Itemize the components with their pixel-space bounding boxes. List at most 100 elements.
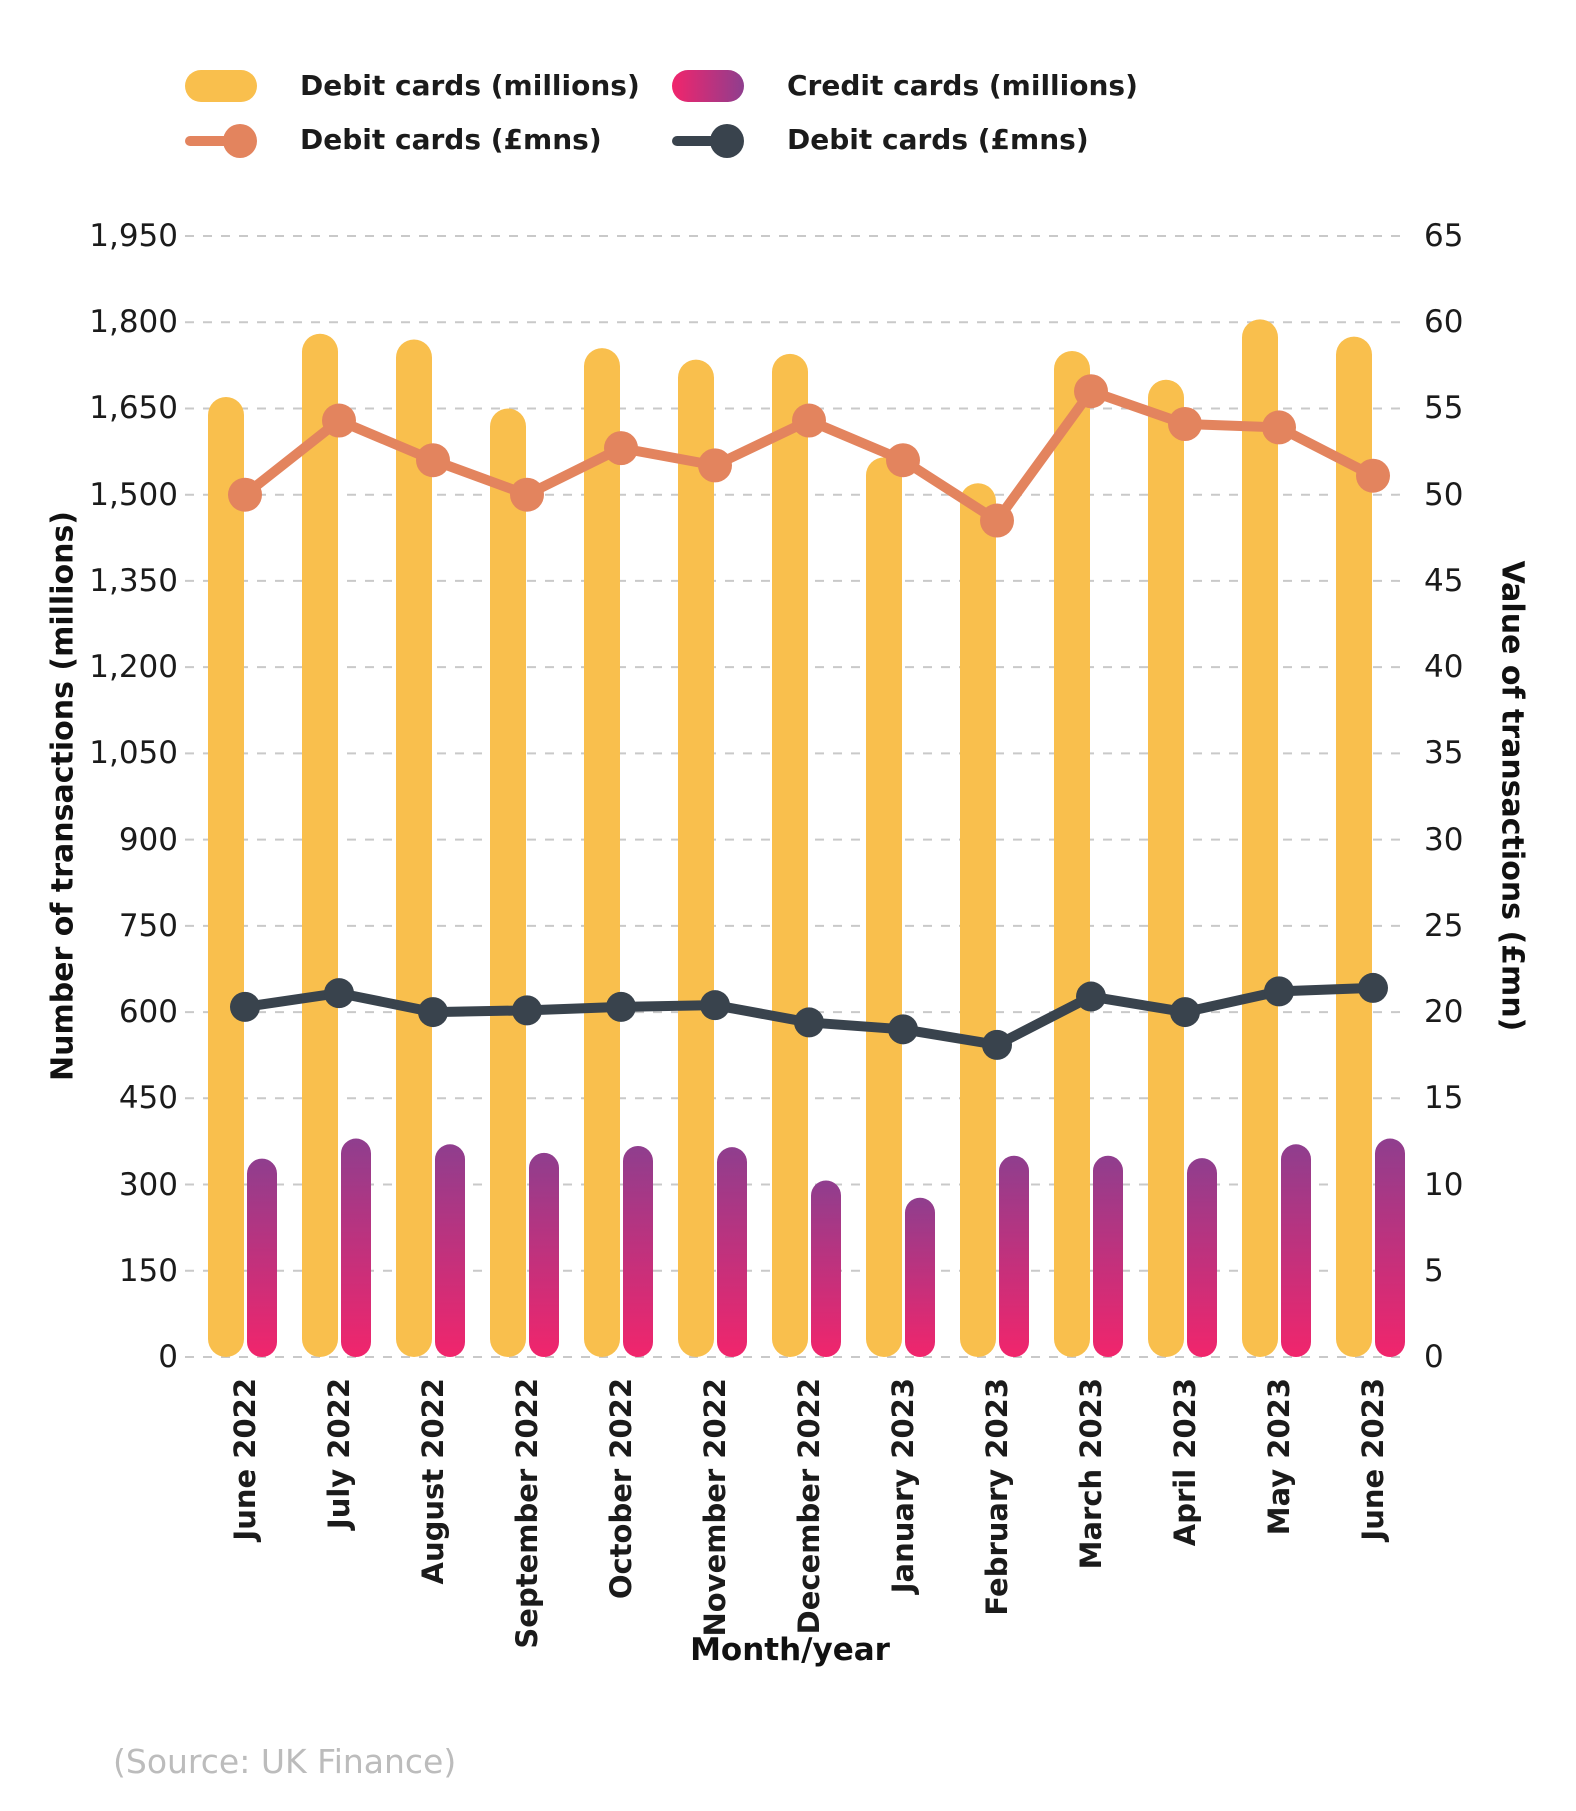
debit-value-point xyxy=(886,443,920,478)
credit-cards-bar xyxy=(1281,1144,1311,1357)
debit-cards-bar xyxy=(396,339,432,1357)
debit-bar-swatch xyxy=(185,70,257,102)
right-tick-label: 65 xyxy=(1424,218,1464,254)
debit-cards-bar xyxy=(772,353,808,1357)
debit-line-dot xyxy=(223,124,257,158)
x-category-label: June 2022 xyxy=(228,1378,262,1541)
debit-line-swatch xyxy=(185,136,235,146)
debit-value-point xyxy=(1356,458,1390,493)
credit-value-point xyxy=(606,991,636,1022)
x-category-label: August 2022 xyxy=(416,1378,450,1585)
credit-cards-bar xyxy=(435,1144,465,1357)
debit-value-point xyxy=(792,403,826,438)
right-axis-title: Value of transactions (£mn) xyxy=(1494,560,1530,1032)
credit-value-point xyxy=(982,1029,1012,1060)
debit-value-point xyxy=(1262,410,1296,445)
credit-value-point xyxy=(888,1014,918,1045)
right-tick-label: 20 xyxy=(1424,994,1464,1031)
credit-cards-bar xyxy=(999,1155,1029,1357)
credit-value-point xyxy=(1264,976,1294,1007)
credit-cards-bar xyxy=(623,1146,653,1357)
right-tick-label: 30 xyxy=(1424,821,1464,858)
right-tick-label: 60 xyxy=(1424,304,1464,341)
left-tick-label: 150 xyxy=(118,1252,178,1289)
debit-value-point xyxy=(1074,374,1108,409)
left-tick-label: 1,800 xyxy=(89,304,178,341)
right-tick-label: 0 xyxy=(1424,1339,1444,1375)
left-tick-label: 900 xyxy=(118,821,178,858)
right-tick-label: 35 xyxy=(1424,735,1464,772)
right-tick-label: 55 xyxy=(1424,390,1464,427)
x-category-label: December 2022 xyxy=(792,1378,826,1635)
x-category-label: September 2022 xyxy=(510,1378,544,1649)
credit-value-point xyxy=(1076,981,1106,1012)
debit-value-point xyxy=(228,477,262,512)
credit-cards-bar xyxy=(247,1158,277,1357)
credit-cards-bar xyxy=(1375,1138,1405,1357)
credit-cards-bar xyxy=(341,1138,371,1357)
left-tick-label: 750 xyxy=(118,907,178,944)
debit-value-point xyxy=(698,448,732,483)
debit-cards-bar xyxy=(208,396,244,1357)
credit-line-dot xyxy=(710,124,744,158)
right-tick-label: 40 xyxy=(1424,649,1464,686)
debit-cards-bar xyxy=(678,359,714,1358)
source-note: (Source: UK Finance) xyxy=(113,1742,457,1781)
credit-value-point xyxy=(1358,972,1388,1003)
left-tick-label: 1,500 xyxy=(89,476,178,513)
legend-label-credit-millions: Credit cards (millions) xyxy=(787,69,1138,102)
legend-label-credit-value: Debit cards (£mns) xyxy=(787,123,1089,156)
x-category-label: March 2023 xyxy=(1074,1378,1108,1570)
left-tick-label: 600 xyxy=(118,994,178,1031)
credit-cards-bar xyxy=(905,1197,935,1357)
credit-cards-bar xyxy=(717,1147,747,1357)
x-axis-title: Month/year xyxy=(690,1632,890,1668)
credit-value-point xyxy=(794,1007,824,1038)
left-tick-label: 1,650 xyxy=(89,390,178,427)
debit-cards-bar xyxy=(302,333,338,1357)
debit-cards-bar xyxy=(1148,379,1184,1357)
x-category-label: February 2023 xyxy=(980,1378,1014,1616)
x-category-label: July 2022 xyxy=(322,1378,356,1530)
credit-value-point xyxy=(700,990,730,1021)
credit-value-point xyxy=(230,991,260,1022)
right-tick-label: 5 xyxy=(1424,1252,1444,1289)
x-category-label: April 2023 xyxy=(1168,1378,1202,1547)
credit-value-point xyxy=(324,978,354,1009)
debit-cards-bar xyxy=(866,457,902,1357)
legend-label-debit-value: Debit cards (£mns) xyxy=(300,123,602,156)
debit-value-point xyxy=(1168,406,1202,441)
right-tick-label: 10 xyxy=(1424,1166,1464,1203)
x-category-label: November 2022 xyxy=(698,1378,732,1637)
left-tick-label: 450 xyxy=(118,1080,178,1117)
debit-cards-bar xyxy=(1242,319,1278,1357)
credit-value-point xyxy=(512,995,542,1026)
credit-cards-bar xyxy=(1093,1155,1123,1357)
right-tick-label: 15 xyxy=(1424,1080,1464,1117)
right-tick-label: 25 xyxy=(1424,907,1464,944)
left-axis-title: Number of transactions (millions) xyxy=(45,510,81,1082)
debit-value-point xyxy=(510,477,544,512)
left-tick-label: 1,950 xyxy=(89,218,178,254)
credit-value-point xyxy=(418,997,448,1028)
credit-bar-swatch xyxy=(672,70,744,102)
credit-cards-bar xyxy=(529,1152,559,1357)
left-tick-label: 1,050 xyxy=(89,735,178,772)
debit-cards-bar xyxy=(1054,350,1090,1357)
debit-cards-bar xyxy=(960,483,996,1357)
right-tick-label: 45 xyxy=(1424,562,1464,599)
credit-cards-bar xyxy=(1187,1158,1217,1357)
left-tick-label: 0 xyxy=(158,1339,178,1375)
credit-line-swatch xyxy=(672,136,722,146)
debit-value-point xyxy=(604,431,638,466)
left-tick-label: 1,350 xyxy=(89,562,178,599)
debit-cards-bar xyxy=(584,348,620,1358)
left-tick-label: 300 xyxy=(118,1166,178,1203)
debit-cards-bar xyxy=(1336,336,1372,1358)
credit-cards-bar xyxy=(811,1180,841,1357)
debit-value-point xyxy=(980,503,1014,538)
credit-value-point xyxy=(1170,997,1200,1028)
left-tick-label: 1,200 xyxy=(89,649,178,686)
